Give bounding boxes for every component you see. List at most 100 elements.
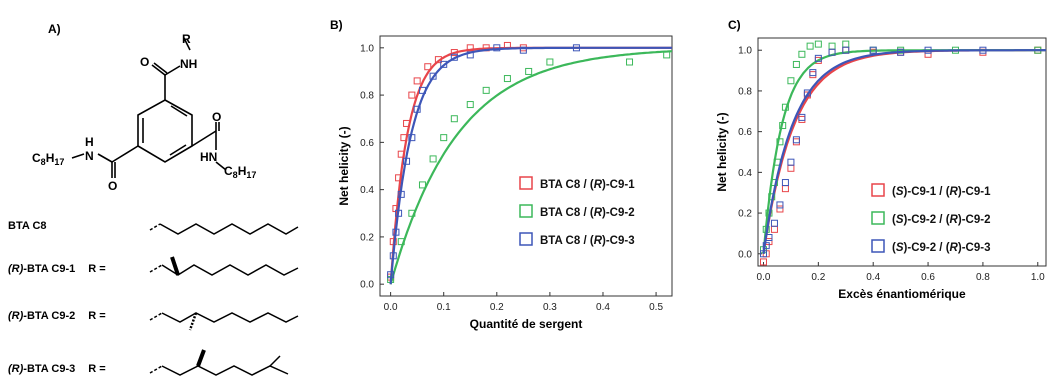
data-point — [792, 138, 800, 146]
x-axis-label: Quantité de sergent — [470, 317, 583, 331]
data-point — [803, 89, 811, 97]
data-point — [809, 71, 817, 79]
row-c9-2-prefix: (R)- — [8, 310, 27, 322]
x-tick-label: 0.3 — [543, 302, 557, 313]
x-tick-label: 0.0 — [757, 272, 771, 283]
row-c9-2-r: R = — [88, 310, 106, 322]
data-point — [787, 164, 795, 172]
legend-label: BTA C8 / (R)-C9-3 — [540, 235, 635, 247]
data-point — [792, 136, 800, 144]
legend-swatch — [871, 239, 885, 253]
data-point — [482, 86, 490, 94]
legend-label: (S)-C9-1 / (R)-C9-1 — [892, 186, 991, 198]
data-point — [626, 58, 634, 66]
x-tick-label: 0.6 — [921, 272, 935, 283]
y-tick-label: 0.2 — [360, 232, 374, 243]
x-axis-label: Excès énantiomérique — [838, 287, 966, 301]
data-point — [814, 40, 822, 48]
row-bta-c9-2: (R)-BTA C9-2 R = — [8, 310, 106, 322]
data-point — [392, 228, 400, 236]
data-point — [525, 67, 533, 75]
atom-o-left: O — [108, 179, 117, 193]
data-point — [546, 58, 554, 66]
fit-curve-2 — [389, 50, 672, 285]
legend-label: (S)-C9-2 / (R)-C9-2 — [892, 214, 990, 226]
data-point — [787, 77, 795, 85]
plot-frame — [379, 35, 673, 297]
data-point — [424, 63, 432, 71]
y-axis-label: Net helicity (-) — [337, 126, 351, 205]
data-point — [403, 157, 411, 165]
chain-c8h17-left: C8H17 — [32, 151, 64, 167]
data-point — [493, 44, 501, 52]
plot-frame — [757, 37, 1047, 267]
data-point — [408, 134, 416, 142]
molecule-structure: R NH O H N C8H17 O O HN C8H17 — [32, 32, 299, 376]
row-bta-c8-name: BTA C8 — [8, 220, 47, 232]
atom-nh-top: NH — [180, 57, 197, 71]
data-point — [765, 234, 773, 241]
y-axis-label: Net helicity (-) — [715, 112, 729, 191]
data-point — [798, 115, 806, 123]
x-tick-label: 1.0 — [1031, 272, 1045, 283]
x-tick-label: 0.2 — [811, 272, 825, 283]
data-point — [389, 238, 397, 246]
legend-label: (S)-C9-2 / (R)-C9-3 — [892, 242, 990, 254]
data-point — [466, 44, 474, 52]
chart-b: 0.0 0.2 0.4 0.6 0.8 1.0 0.0 0.1 0.2 0.3 0.4 0.5 Quan… — [337, 35, 673, 331]
row-c9-3-name: BTA C9-3 — [26, 363, 76, 375]
data-point — [781, 185, 789, 193]
data-point — [770, 219, 778, 227]
y-tick-label: 0.0 — [738, 249, 752, 260]
data-point — [397, 150, 405, 158]
data-point — [408, 209, 416, 217]
row-c9-3-prefix: (R)- — [8, 363, 27, 375]
data-point — [979, 46, 987, 54]
data-point — [403, 119, 411, 127]
data-point — [572, 44, 580, 52]
atom-n-left: N — [85, 149, 94, 163]
atom-h-left: H — [85, 135, 94, 149]
legend-swatch — [519, 176, 533, 190]
legend-swatch — [519, 232, 533, 246]
y-tick-label: 0.6 — [738, 127, 752, 138]
data-point — [759, 258, 767, 266]
data-point — [770, 225, 778, 233]
data-point — [450, 53, 458, 61]
row-c9-1-name: BTA C9-1 — [26, 263, 76, 275]
data-point — [429, 72, 437, 80]
data-point — [842, 40, 850, 48]
data-point — [787, 158, 795, 166]
data-point — [440, 134, 448, 142]
data-point — [395, 174, 403, 182]
data-point — [798, 50, 806, 58]
data-point — [776, 205, 784, 213]
legend-swatch — [871, 211, 885, 225]
data-point — [781, 103, 789, 111]
chart-c: 0.0 0.2 0.4 0.6 0.8 1.0 0.0 0.2 0.4 0.6 0.8 1.0 Excè… — [715, 37, 1047, 301]
x-tick-label: 0.8 — [976, 272, 990, 283]
y-tick-label: 0.0 — [360, 280, 374, 291]
data-point — [418, 86, 426, 94]
panel-a-label: A) — [48, 22, 61, 36]
row-c9-1-r: R = — [88, 263, 106, 275]
y-tick-label: 0.4 — [360, 185, 374, 196]
data-point — [759, 250, 767, 258]
fit-curve-1 — [389, 46, 672, 285]
y-tick-label: 0.4 — [738, 168, 752, 179]
data-point — [779, 122, 787, 130]
data-point — [395, 209, 403, 217]
data-point — [418, 181, 426, 189]
x-tick-label: 0.4 — [866, 272, 880, 283]
data-point — [429, 155, 437, 163]
panel-c-label: C) — [728, 18, 741, 32]
data-point — [413, 105, 421, 113]
y-tick-label: 0.8 — [360, 91, 374, 102]
data-point — [842, 46, 850, 54]
atom-o-top: O — [140, 55, 149, 69]
x-tick-label: 0.0 — [384, 302, 398, 313]
data-point — [387, 271, 395, 279]
legend-label: BTA C8 / (R)-C9-1 — [540, 179, 635, 191]
row-bta-c8: BTA C8 — [8, 220, 47, 232]
panel-b-label: B) — [330, 18, 343, 32]
